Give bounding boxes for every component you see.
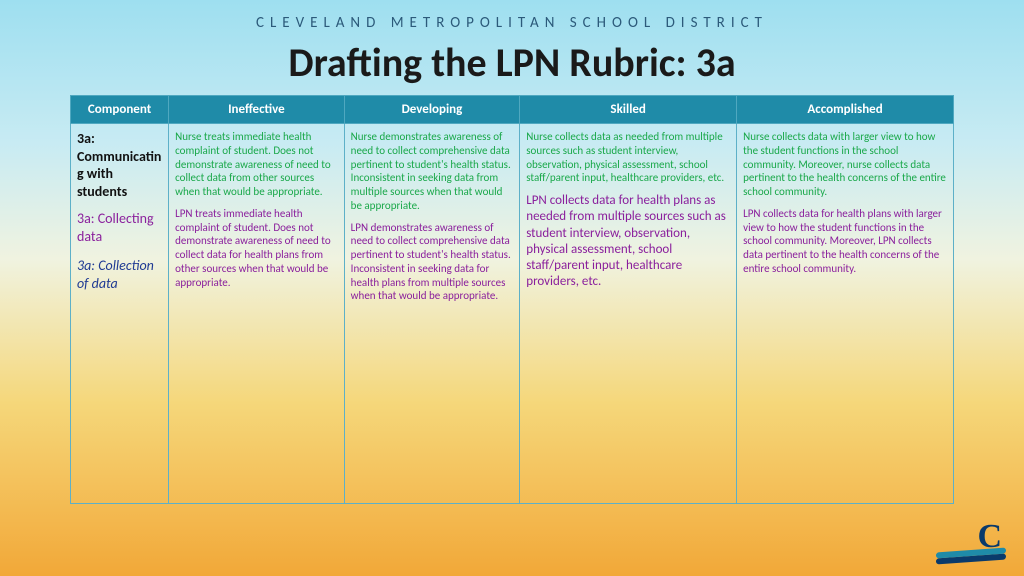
col-skilled: Skilled: [520, 96, 737, 124]
cell-component: 3a: Communicating with students 3a: Coll…: [71, 124, 169, 504]
component-line-2: 3a: Collecting data: [77, 210, 162, 245]
component-line-1: 3a: Communicating with students: [77, 130, 162, 200]
col-accomplished: Accomplished: [737, 96, 954, 124]
col-developing: Developing: [344, 96, 520, 124]
component-line-3: 3a: Collection of data: [77, 257, 162, 292]
district-header: CLEVELAND METROPOLITAN SCHOOL DISTRICT: [0, 0, 1024, 32]
cell-skilled: Nurse collects data as needed from multi…: [520, 124, 737, 504]
accomplished-nurse: Nurse collects data with larger view to …: [743, 130, 947, 199]
cell-developing: Nurse demonstrates awareness of need to …: [344, 124, 520, 504]
accomplished-lpn: LPN collects data for health plans with …: [743, 207, 947, 276]
district-logo: C: [936, 518, 1006, 566]
cell-accomplished: Nurse collects data with larger view to …: [737, 124, 954, 504]
cell-ineffective: Nurse treats immediate health complaint …: [169, 124, 345, 504]
ineffective-nurse: Nurse treats immediate health complaint …: [175, 130, 338, 199]
rubric-table-wrap: Component Ineffective Developing Skilled…: [70, 95, 954, 504]
table-header-row: Component Ineffective Developing Skilled…: [71, 96, 954, 124]
logo-letter: C: [977, 518, 1002, 556]
skilled-lpn: LPN collects data for health plans as ne…: [526, 193, 730, 291]
slide-title: Drafting the LPN Rubric: 3a: [0, 38, 1024, 87]
ineffective-lpn: LPN treats immediate health complaint of…: [175, 207, 338, 290]
skilled-nurse: Nurse collects data as needed from multi…: [526, 130, 730, 185]
rubric-table: Component Ineffective Developing Skilled…: [70, 95, 954, 504]
developing-nurse: Nurse demonstrates awareness of need to …: [351, 130, 514, 213]
developing-lpn: LPN demonstrates awareness of need to co…: [351, 221, 514, 304]
table-row: 3a: Communicating with students 3a: Coll…: [71, 124, 954, 504]
col-ineffective: Ineffective: [169, 96, 345, 124]
col-component: Component: [71, 96, 169, 124]
slide: CLEVELAND METROPOLITAN SCHOOL DISTRICT D…: [0, 0, 1024, 576]
